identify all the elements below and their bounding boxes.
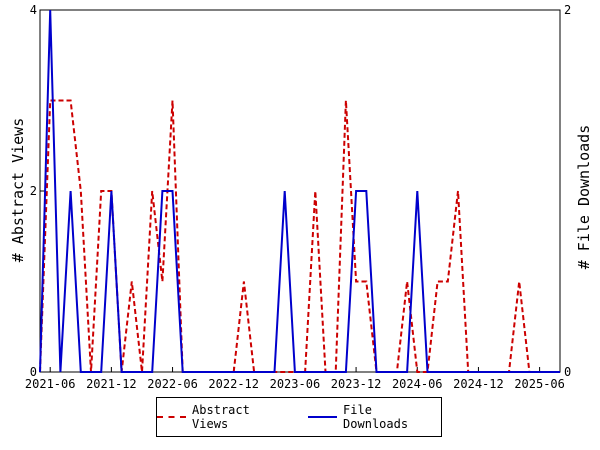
y-tick-label-left: 0 bbox=[30, 365, 37, 379]
series-line-file-downloads bbox=[39, 9, 560, 373]
legend-label-abstract-views: Abstract Views bbox=[192, 403, 250, 431]
x-tick-label: 2022-06 bbox=[147, 377, 198, 391]
y-tick-label-right: 0 bbox=[564, 365, 571, 379]
series-layer bbox=[39, 9, 560, 373]
legend-swatch-file-downloads bbox=[308, 416, 338, 418]
x-tick-label: 2022-12 bbox=[208, 377, 259, 391]
x-tick-label: 2021-12 bbox=[86, 377, 137, 391]
x-tick-label: 2023-06 bbox=[270, 377, 321, 391]
y-tick-label-left: 4 bbox=[30, 3, 37, 17]
legend-item-file-downloads: File Downloads bbox=[308, 403, 441, 431]
x-tick-label: 2025-06 bbox=[514, 377, 565, 391]
x-tick-label: 2023-12 bbox=[331, 377, 382, 391]
ticks-layer: 2021-06 2021-12 2022-06 2022-12 2023-06 2023-… bbox=[25, 3, 571, 391]
plot-area bbox=[39, 9, 561, 373]
legend-item-abstract-views: Abstract Views bbox=[157, 403, 290, 431]
legend: Abstract Views File Downloads bbox=[156, 397, 442, 437]
legend-swatch-abstract-views bbox=[157, 416, 187, 418]
x-tick-label: 2021-06 bbox=[25, 377, 76, 391]
y-tick-label-left: 2 bbox=[30, 184, 37, 198]
x-tick-label: 2024-06 bbox=[392, 377, 443, 391]
legend-label-file-downloads: File Downloads bbox=[343, 403, 409, 431]
y-axis-label-left: # Abstract Views bbox=[9, 117, 27, 263]
y-axis-label-right: # File Downloads bbox=[575, 124, 593, 270]
x-tick-label: 2024-12 bbox=[453, 377, 504, 391]
y-tick-label-right: 2 bbox=[564, 3, 571, 17]
